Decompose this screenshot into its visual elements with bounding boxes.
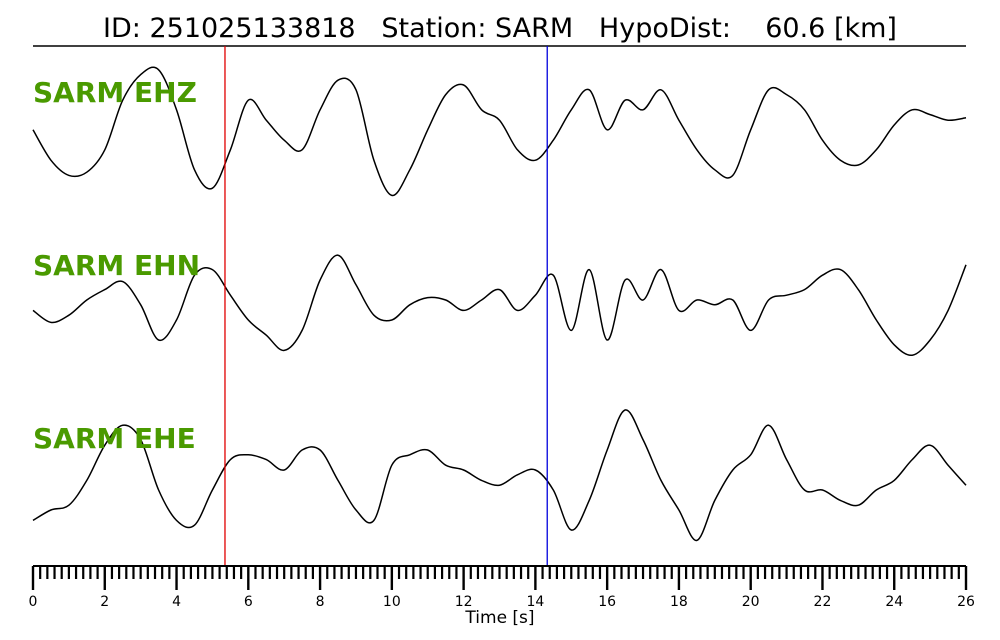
trace-sarm-ehn	[32, 254, 967, 356]
trace-sarm-ehz	[32, 66, 967, 197]
tick-label: 8	[316, 594, 325, 610]
trace-label: SARM EHZ	[33, 76, 197, 109]
tick-label: 26	[957, 594, 975, 610]
tick-label: 20	[742, 594, 760, 610]
tick-label: 2	[100, 594, 109, 610]
trace-sarm-ehe	[32, 409, 967, 542]
tick-label: 22	[814, 594, 832, 610]
tick-label: 14	[526, 594, 544, 610]
tick-label: 6	[244, 594, 253, 610]
trace-label: SARM EHN	[33, 249, 200, 282]
x-axis-label: Time [s]	[464, 608, 534, 628]
chart-title: ID: 251025133818 Station: SARM HypoDist:…	[103, 13, 897, 44]
tick-label: 4	[172, 594, 181, 610]
tick-label: 12	[455, 594, 473, 610]
x-axis: 0 2 4 6 8 10 12 14 16 18 20 22 24 26	[29, 565, 975, 610]
trace-label: SARM EHE	[33, 422, 196, 455]
tick-label: 18	[670, 594, 688, 610]
tick-label: 0	[29, 594, 38, 610]
tick-label: 16	[598, 594, 616, 610]
tick-label: 24	[885, 594, 903, 610]
tick-label: 10	[383, 594, 401, 610]
